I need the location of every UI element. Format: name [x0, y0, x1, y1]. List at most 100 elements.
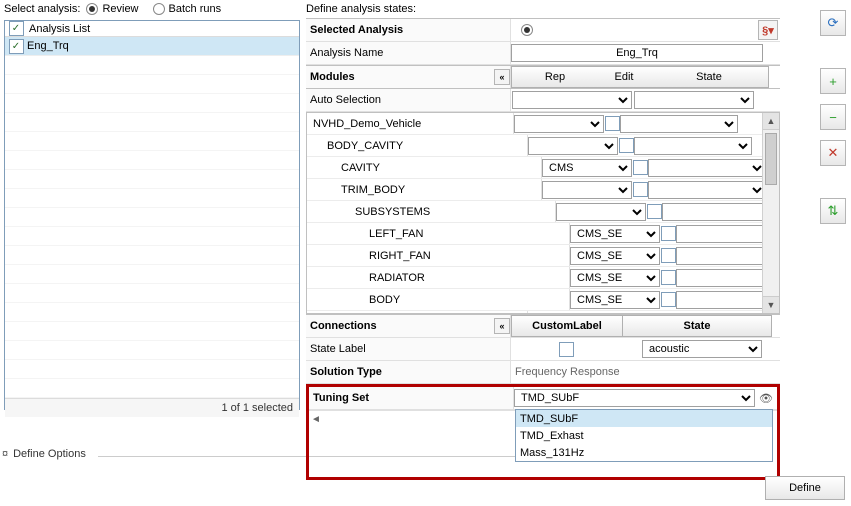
module-rep-select[interactable]: [556, 203, 646, 221]
module-rep-select[interactable]: [528, 137, 618, 155]
module-label: CAVITY: [341, 162, 380, 174]
module-tree: NVHD_Demo_Vehicle BODY_CAVITY CAVITY CMS TRI…: [306, 112, 780, 314]
module-rep-select[interactable]: [542, 181, 632, 199]
list-empty-row: [5, 360, 299, 379]
module-state-select[interactable]: [648, 181, 766, 199]
list-empty-row: [5, 113, 299, 132]
connections-expand-icon[interactable]: «: [494, 318, 510, 334]
module-state-select[interactable]: [634, 313, 752, 315]
radio-batch[interactable]: [153, 3, 165, 15]
module-edit-check[interactable]: [619, 138, 634, 153]
solution-type-value: Frequency Response: [511, 366, 620, 378]
radio-review[interactable]: [86, 3, 98, 15]
state-label-select[interactable]: acoustic: [642, 340, 762, 358]
refresh-icon[interactable]: ⟳: [820, 10, 846, 36]
tuning-set-dropdown[interactable]: TMD_SUbFTMD_ExhastMass_131Hz: [515, 409, 773, 462]
tuning-set-view-icon[interactable]: 👁: [759, 392, 773, 405]
tuning-option[interactable]: TMD_Exhast: [516, 427, 772, 444]
module-rep-select[interactable]: CMS_SE: [570, 225, 660, 243]
analysis-row-check[interactable]: ✓: [9, 39, 24, 54]
list-empty-row: [5, 75, 299, 94]
list-empty-row: [5, 208, 299, 227]
selected-analysis-radio[interactable]: [521, 24, 533, 36]
radio-batch-label: Batch runs: [169, 3, 222, 15]
list-empty-row: [5, 246, 299, 265]
select-analysis-label: Select analysis:: [4, 3, 80, 15]
delete-icon[interactable]: ✕: [820, 140, 846, 166]
list-empty-row: [5, 284, 299, 303]
module-rep-select[interactable]: CMS_SE: [570, 269, 660, 287]
analysis-list: ✓ Analysis List ✓Eng_Trq 1 of 1 selected: [4, 20, 300, 410]
module-edit-check[interactable]: [633, 160, 648, 175]
module-edit-check[interactable]: [633, 182, 648, 197]
list-empty-row: [5, 322, 299, 341]
module-label: NVHD_Demo_Vehicle: [313, 118, 421, 130]
list-empty-row: [5, 56, 299, 75]
module-edit-check[interactable]: [661, 226, 676, 241]
define-options-label: Define Options: [13, 448, 86, 460]
swap-icon[interactable]: ⇅: [820, 198, 846, 224]
module-label: RADIATOR: [369, 272, 425, 284]
analysis-list-row[interactable]: ✓Eng_Trq: [5, 37, 299, 56]
scroll-up-icon[interactable]: ▲: [763, 113, 779, 130]
module-row: NVHD_Demo_Vehicle: [307, 113, 763, 135]
module-tree-scrollbar[interactable]: ▲ ▼: [762, 113, 779, 313]
rep-header-button[interactable]: Rep: [511, 66, 598, 88]
selected-analysis-action-icon[interactable]: §▾: [758, 20, 778, 40]
module-edit-check[interactable]: [661, 248, 676, 263]
tuning-set-label: Tuning Set: [309, 387, 514, 409]
header-check-all[interactable]: ✓: [9, 21, 24, 36]
module-edit-check[interactable]: [647, 204, 662, 219]
state-header-button[interactable]: State: [650, 66, 769, 88]
module-rep-select[interactable]: CMS: [542, 159, 632, 177]
analysis-list-header-label: Analysis List: [27, 23, 90, 35]
tuning-option[interactable]: TMD_SUbF: [516, 410, 772, 427]
auto-selection-state-select[interactable]: [634, 91, 754, 109]
module-state-select[interactable]: [620, 115, 738, 133]
tuning-option[interactable]: Mass_131Hz: [516, 444, 772, 461]
tuning-slider-left[interactable]: ◄: [309, 414, 323, 425]
module-label: SUBSYSTEMS: [355, 206, 430, 218]
state-label-label: State Label: [306, 338, 511, 360]
scroll-thumb[interactable]: [765, 133, 777, 185]
scroll-down-icon[interactable]: ▼: [763, 296, 779, 313]
customlabel-button[interactable]: CustomLabel: [511, 315, 622, 337]
define-states-label: Define analysis states:: [306, 0, 780, 18]
list-empty-row: [5, 227, 299, 246]
analysis-name-label: Analysis Name: [306, 42, 511, 64]
module-edit-check[interactable]: [661, 292, 676, 307]
module-row: FRONT_SUSPENSION: [307, 311, 763, 314]
define-options-expander[interactable]: ¤: [0, 448, 10, 460]
module-row: TRIM_BODY: [307, 179, 763, 201]
list-empty-row: [5, 94, 299, 113]
module-state-select[interactable]: [648, 159, 766, 177]
module-row: BODY_CAVITY: [307, 135, 763, 157]
tuning-set-select[interactable]: TMD_SUbF: [514, 389, 755, 407]
module-rep-select[interactable]: CMS_SE: [570, 291, 660, 309]
list-empty-row: [5, 379, 299, 398]
module-label: RIGHT_FAN: [369, 250, 431, 262]
module-row: LEFT_FANCMS_SE: [307, 223, 763, 245]
module-edit-check[interactable]: [661, 270, 676, 285]
modules-label: Modules: [310, 71, 355, 83]
radio-review-label: Review: [102, 3, 138, 15]
module-row: RADIATOR CMS_SE: [307, 267, 763, 289]
module-rep-select[interactable]: [528, 313, 618, 315]
module-label: BODY: [369, 294, 400, 306]
module-label: TRIM_BODY: [341, 184, 405, 196]
connections-state-button[interactable]: State: [622, 315, 772, 337]
state-label-check[interactable]: [559, 342, 574, 357]
auto-selection-rep-select[interactable]: [512, 91, 632, 109]
edit-header-button[interactable]: Edit: [598, 66, 650, 88]
module-rep-select[interactable]: [514, 115, 604, 133]
analysis-name-input[interactable]: [511, 44, 763, 62]
module-edit-check[interactable]: [605, 116, 620, 131]
module-rep-select[interactable]: CMS_SE: [570, 247, 660, 265]
add-icon[interactable]: +: [820, 68, 846, 94]
modules-expand-icon[interactable]: «: [494, 69, 510, 85]
list-empty-row: [5, 341, 299, 360]
module-state-select[interactable]: [634, 137, 752, 155]
selection-counter: 1 of 1 selected: [5, 398, 299, 417]
remove-icon[interactable]: −: [820, 104, 846, 130]
define-button[interactable]: Define: [765, 476, 845, 500]
